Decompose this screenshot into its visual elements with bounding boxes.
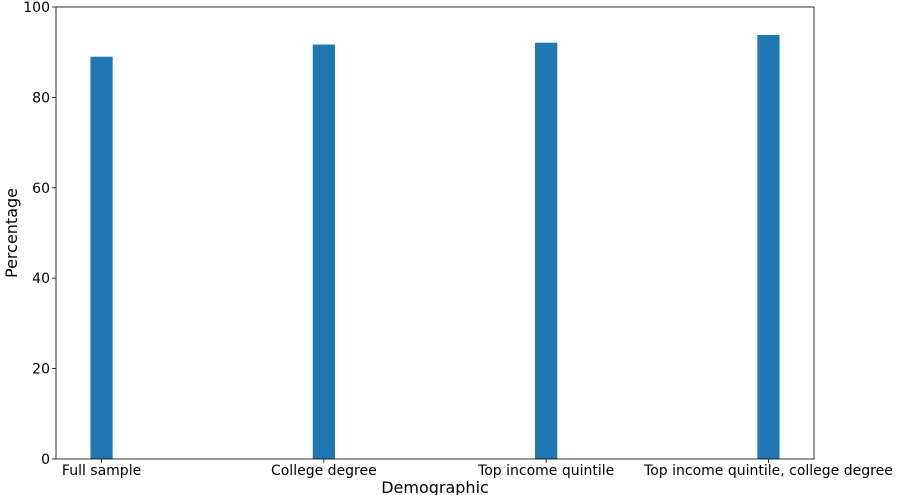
bars [90, 35, 780, 460]
y-tick-label: 60 [32, 181, 50, 197]
x-axis: Full sample College degree Top income quin… [62, 459, 893, 479]
bar-2 [312, 44, 335, 460]
y-tick-label: 0 [41, 452, 50, 468]
y-tick-label: 40 [32, 271, 50, 287]
y-tick-label: 100 [23, 0, 50, 16]
y-axis-title: Percentage [2, 188, 21, 278]
plot-frame [55, 6, 815, 460]
x-axis-title: Demographic [381, 478, 489, 495]
y-tick-label: 80 [32, 90, 50, 106]
y-tick-label: 20 [32, 362, 50, 378]
bar-3 [535, 42, 558, 459]
y-axis: 0 20 40 60 80 100 [23, 0, 56, 468]
x-tick-label: College degree [271, 463, 377, 479]
bar-1 [90, 56, 113, 459]
x-tick-label: Top income quintile, college degree [643, 463, 893, 479]
x-tick-label: Full sample [62, 463, 141, 479]
x-tick-label: Top income quintile [477, 463, 614, 479]
bar-4 [757, 35, 780, 460]
